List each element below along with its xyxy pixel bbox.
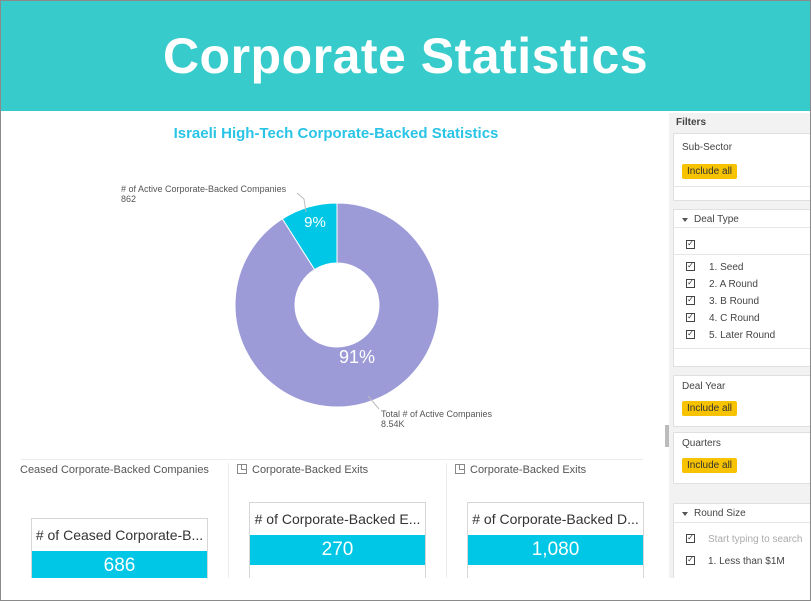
- donut-chart: 9% 91%: [234, 192, 440, 410]
- tile-separator: [446, 463, 447, 578]
- deal-type-option[interactable]: 2. A Round: [709, 279, 758, 290]
- filter-deal-year-label: Deal Year: [682, 381, 726, 392]
- tile-header-exits-2: Corporate-Backed Exits: [455, 464, 586, 476]
- checkbox-deal-type[interactable]: [686, 330, 695, 339]
- annotation-total-active-value: 8.54K: [381, 419, 405, 429]
- annotation-active-corporate: # of Active Corporate-Backed Companies 8…: [121, 184, 286, 204]
- checkbox-select-all[interactable]: [686, 240, 695, 249]
- leader-line-active-corporate: [296, 192, 307, 213]
- tile-header-exits-2-text: Corporate-Backed Exits: [470, 464, 587, 476]
- percent-label-large: 91%: [339, 347, 375, 367]
- kpi-value-exits: 270: [250, 535, 425, 565]
- filter-sub-sector-label: Sub-Sector: [682, 142, 733, 153]
- deal-year-include-all-button[interactable]: Include all: [682, 401, 738, 416]
- kpi-value-deals: 1,080: [468, 535, 643, 565]
- tile-header-exits-text: Corporate-Backed Exits: [252, 464, 369, 476]
- kpi-card-ceased[interactable]: # of Ceased Corporate-B... 686: [31, 518, 208, 579]
- divider: [674, 254, 810, 255]
- kpi-value-ceased: 686: [32, 551, 207, 579]
- checkbox-deal-type[interactable]: [686, 296, 695, 305]
- kpi-label-deals: # of Corporate-Backed D...: [472, 511, 639, 527]
- chevron-down-icon[interactable]: [682, 218, 688, 222]
- checkbox-deal-type[interactable]: [686, 313, 695, 322]
- filter-deal-type-label: Deal Type: [694, 214, 739, 225]
- checkbox-deal-type[interactable]: [686, 262, 695, 271]
- deal-type-option[interactable]: 3. B Round: [709, 296, 760, 307]
- chevron-down-icon[interactable]: [682, 512, 688, 516]
- divider: [674, 348, 810, 349]
- divider: [674, 227, 810, 228]
- chart-title: Israeli High-Tech Corporate-Backed Stati…: [173, 125, 499, 142]
- kpi-label-ceased: # of Ceased Corporate-B...: [35, 527, 204, 543]
- filter-deal-type: Deal Type 1. Seed 2. A Round 3. B Round …: [673, 209, 810, 367]
- checkbox-deal-type[interactable]: [686, 279, 695, 288]
- sub-sector-include-all-button[interactable]: Include all: [682, 164, 738, 179]
- deal-type-option[interactable]: 1. Seed: [709, 262, 744, 273]
- divider: [674, 186, 810, 187]
- kpi-label-exits: # of Corporate-Backed E...: [254, 511, 421, 527]
- checkbox-select-all[interactable]: [686, 534, 695, 543]
- bottom-margin: [1, 578, 810, 600]
- filters-sidebar: Filters Sub-Sector Include all Deal Type…: [669, 113, 810, 578]
- quarters-include-all-button[interactable]: Include all: [682, 458, 738, 473]
- tile-separator: [228, 463, 229, 578]
- expand-icon[interactable]: [455, 464, 465, 474]
- annotation-total-active: Total # of Active Companies 8.54K: [381, 409, 492, 429]
- deal-type-option[interactable]: 5. Later Round: [709, 330, 776, 341]
- percent-label-small: 9%: [304, 214, 326, 231]
- tile-header-exits: Corporate-Backed Exits: [237, 464, 368, 476]
- expand-icon[interactable]: [237, 464, 247, 474]
- tiles-divider: [21, 459, 643, 460]
- annotation-active-corporate-value: 862: [121, 194, 137, 204]
- filter-quarters: Quarters Include all: [673, 432, 810, 484]
- filter-sub-sector: Sub-Sector Include all: [673, 133, 810, 201]
- filter-round-size-label: Round Size: [694, 508, 746, 519]
- filters-title: Filters: [676, 117, 707, 128]
- round-size-search-input[interactable]: Start typing to search: [708, 534, 803, 545]
- banner-title: Corporate Statistics: [162, 28, 649, 84]
- pie-slice-total-active[interactable]: [234, 202, 440, 408]
- filter-quarters-label: Quarters: [682, 438, 721, 449]
- annotation-active-corporate-label: # of Active Corporate-Backed Companies: [121, 184, 287, 194]
- annotation-total-active-label: Total # of Active Companies: [381, 409, 493, 419]
- kpi-card-deals[interactable]: # of Corporate-Backed D... 1,080: [467, 502, 644, 579]
- checkbox-round-size[interactable]: [686, 556, 695, 565]
- leader-line-total-active: [367, 395, 380, 410]
- filter-deal-year: Deal Year Include all: [673, 375, 810, 427]
- divider: [674, 522, 810, 523]
- tile-header-ceased: Ceased Corporate-Backed Companies: [20, 464, 209, 476]
- splitter-handle[interactable]: [665, 425, 669, 447]
- round-size-option[interactable]: 1. Less than $1M: [708, 556, 785, 567]
- kpi-card-exits[interactable]: # of Corporate-Backed E... 270: [249, 502, 426, 579]
- deal-type-option[interactable]: 4. C Round: [709, 313, 760, 324]
- title-banner: Corporate Statistics: [1, 1, 810, 111]
- filter-round-size: Round Size Start typing to search 1. Les…: [673, 503, 810, 578]
